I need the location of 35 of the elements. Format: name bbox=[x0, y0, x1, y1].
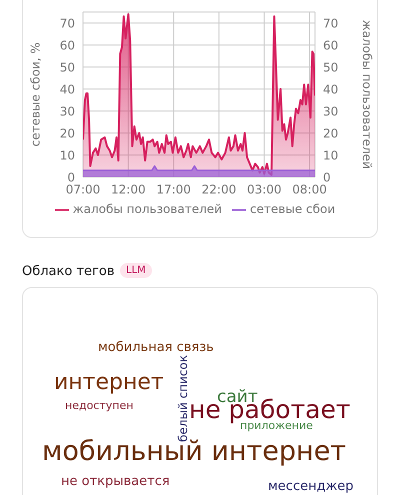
y-tick-label: 10 bbox=[60, 148, 75, 162]
y2-tick-label: 30 bbox=[323, 104, 338, 118]
y-tick-label: 40 bbox=[60, 82, 75, 96]
text: приложение bbox=[240, 419, 313, 432]
y2-tick-label: 50 bbox=[323, 60, 338, 74]
y-tick-label: 20 bbox=[60, 126, 75, 140]
y-axis-title: сетевые сбои, % bbox=[28, 42, 42, 147]
y2-axis-title: жалобы пользователей bbox=[360, 20, 374, 170]
y2-tick-label: 70 bbox=[323, 16, 338, 30]
text: белый список bbox=[176, 355, 190, 442]
text: мессенджер bbox=[268, 479, 354, 494]
y2-tick-label: 40 bbox=[323, 82, 338, 96]
y2-tick-label: 20 bbox=[323, 126, 338, 140]
y-tick-label: 70 bbox=[60, 16, 75, 30]
text: недоступен bbox=[65, 399, 134, 412]
x-tick-label: 17:00 bbox=[156, 182, 191, 197]
y-tick-label: 60 bbox=[60, 38, 75, 52]
x-tick-label: 03:00 bbox=[246, 182, 282, 197]
y-tick-label: 0 bbox=[67, 170, 75, 184]
y-tick-label: 30 bbox=[60, 104, 75, 118]
text: не открывается bbox=[61, 474, 170, 489]
text: мобильная связь bbox=[98, 340, 214, 355]
legend-label: сетевые сбои bbox=[250, 202, 336, 216]
text: LLM bbox=[120, 263, 152, 278]
legend-label: жалобы пользователей bbox=[72, 202, 222, 216]
x-tick-label: 12:00 bbox=[111, 182, 146, 197]
x-tick-label: 07:00 bbox=[66, 182, 100, 197]
y2-tick-label: 60 bbox=[323, 38, 338, 52]
text: Облако тегов bbox=[22, 264, 114, 279]
y-tick-label: 50 bbox=[60, 60, 75, 74]
y2-tick-label: 0 bbox=[323, 170, 331, 184]
y2-tick-label: 10 bbox=[323, 148, 338, 162]
x-tick-label: 08:00 bbox=[292, 182, 327, 197]
text: интернет bbox=[54, 370, 164, 395]
x-tick-label: 22:00 bbox=[202, 182, 236, 197]
